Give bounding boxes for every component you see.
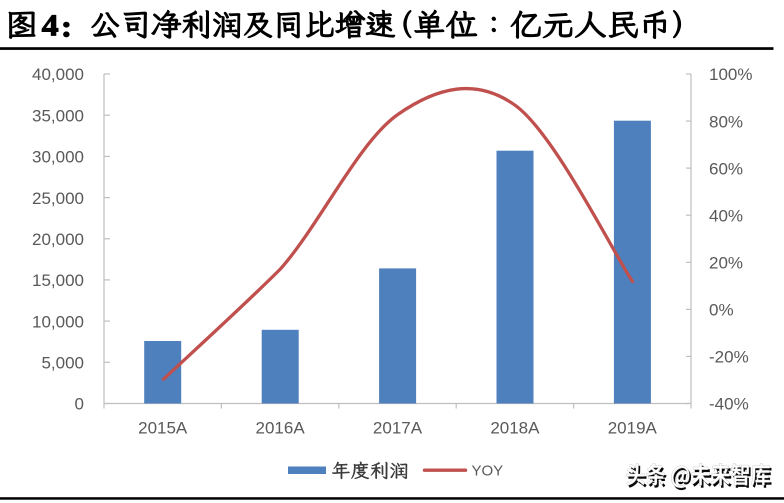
svg-text:2015A: 2015A bbox=[138, 419, 188, 438]
svg-text:2019A: 2019A bbox=[608, 419, 658, 438]
svg-text:15,000: 15,000 bbox=[32, 271, 84, 290]
svg-text:20%: 20% bbox=[709, 254, 743, 273]
svg-text:100%: 100% bbox=[709, 65, 752, 84]
svg-text:0: 0 bbox=[75, 395, 84, 414]
svg-text:-40%: -40% bbox=[709, 395, 749, 414]
svg-text:2016A: 2016A bbox=[256, 419, 306, 438]
svg-text:40,000: 40,000 bbox=[32, 65, 84, 84]
svg-text:0%: 0% bbox=[709, 301, 734, 320]
svg-text:5,000: 5,000 bbox=[41, 354, 84, 373]
svg-text:10,000: 10,000 bbox=[32, 312, 84, 331]
svg-text:40%: 40% bbox=[709, 206, 743, 225]
svg-text:25,000: 25,000 bbox=[32, 189, 84, 208]
svg-text:2018A: 2018A bbox=[490, 419, 540, 438]
svg-text:-20%: -20% bbox=[709, 348, 749, 367]
svg-text:30,000: 30,000 bbox=[32, 148, 84, 167]
svg-text:80%: 80% bbox=[709, 112, 743, 131]
svg-text:60%: 60% bbox=[709, 159, 743, 178]
svg-text:35,000: 35,000 bbox=[32, 106, 84, 125]
svg-text:2017A: 2017A bbox=[373, 419, 423, 438]
svg-text:YOY: YOY bbox=[472, 463, 504, 480]
svg-text:20,000: 20,000 bbox=[32, 230, 84, 249]
